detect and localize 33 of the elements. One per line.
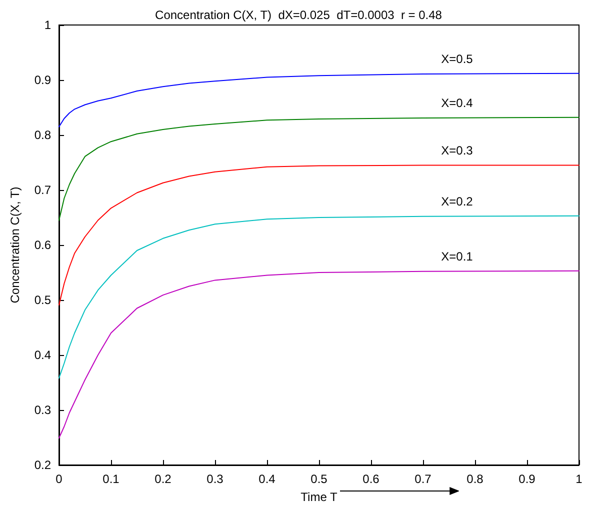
x-tick-label: 0.9	[518, 472, 536, 486]
y-tick-label: 0.6	[34, 238, 52, 252]
x-tick-label: 0.2	[154, 472, 172, 486]
line-series	[58, 116, 580, 221]
chart-title: Concentration C(X, T) dX=0.025 dT=0.0003 r = 0.48	[155, 8, 442, 22]
y-tick-label: 0.3	[34, 403, 52, 417]
y-tick-label: 0.7	[34, 183, 52, 197]
series-label: X=0.5	[441, 52, 474, 66]
line-series	[58, 72, 580, 128]
x-tick-label: 0.5	[310, 472, 328, 486]
x-tick-label: 0.1	[102, 472, 120, 486]
x-tick-label: 0	[56, 472, 63, 486]
x-tick-label: 1	[576, 472, 583, 486]
series-label: X=0.2	[441, 194, 474, 208]
y-tick-label: 0.9	[34, 73, 52, 87]
y-tick-label: 0.8	[34, 128, 52, 142]
y-tick-label: 0.2	[34, 458, 52, 472]
line-series	[58, 164, 580, 306]
x-tick-label: 0.3	[206, 472, 224, 486]
series-label: X=0.1	[441, 249, 474, 264]
line-series	[58, 270, 580, 439]
series-label: X=0.3	[441, 143, 474, 158]
y-tick-label: 0.4	[34, 348, 52, 362]
line-series	[58, 215, 580, 379]
series-label: X=0.4	[441, 96, 474, 110]
y-tick-label: 1	[44, 18, 52, 32]
y-tick-label: 0.5	[34, 293, 52, 307]
x-tick-label: 0.8	[466, 472, 484, 486]
x-axis-title: Time T	[300, 490, 338, 504]
y-axis-title: Concentration C(X, T)	[8, 186, 22, 304]
x-tick-label: 0.6	[362, 472, 380, 486]
x-tick-label: 0.7	[414, 472, 432, 486]
x-tick-label: 0.4	[258, 472, 276, 486]
